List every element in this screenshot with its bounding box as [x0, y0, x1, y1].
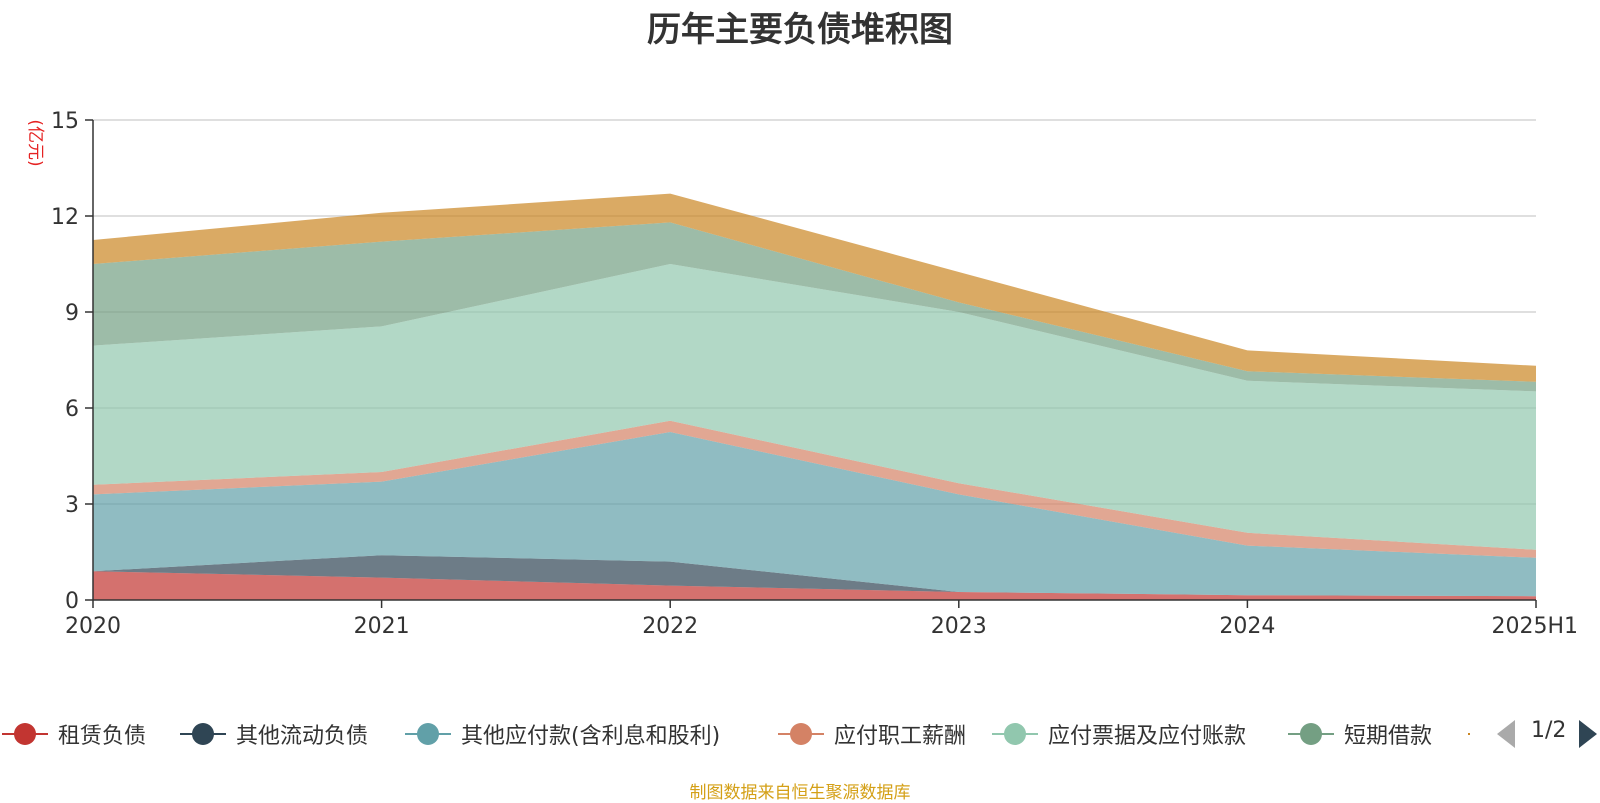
legend-item[interactable]: 短期借款 — [1286, 716, 1432, 752]
x-tick-label: 2023 — [931, 614, 987, 639]
source-note: 制图数据来自恒生聚源数据库 — [689, 783, 911, 803]
legend-label: 应付票据及应付账款 — [1048, 724, 1247, 749]
legend-label: 租赁负债 — [58, 724, 147, 749]
chart-title: 历年主要负债堆积图 — [647, 10, 953, 50]
legend-item[interactable]: 其他流动负债 — [178, 716, 368, 752]
legend-pager: 1/2 — [1497, 716, 1600, 752]
legend-item[interactable]: 应付职工薪酬 — [776, 716, 966, 752]
legend-label: 应付职工薪酬 — [834, 724, 967, 749]
legend-marker-icon — [178, 716, 228, 752]
area-series — [93, 193, 1536, 600]
legend-marker-icon — [0, 716, 50, 752]
axes: 0 3 6 9 12 15 2020 2021 2022 2023 2024 2025H1 — [51, 109, 1578, 639]
area-series-应付票据及应付账款 — [93, 264, 1536, 550]
area-series-其他流动负债 — [93, 555, 1536, 597]
y-tick-label: 9 — [65, 301, 79, 326]
area-series-应付职工薪酬 — [93, 420, 1536, 558]
legend-label: 其他应付款(含利息和股利) — [461, 724, 721, 749]
legend-item[interactable] — [1466, 716, 1470, 752]
x-tick-label: 2024 — [1219, 614, 1275, 639]
legend-marker-icon — [403, 716, 453, 752]
legend-item[interactable]: 租赁负债 — [0, 716, 146, 752]
legend-marker-icon — [776, 716, 826, 752]
legend-item[interactable]: 其他应付款(含利息和股利) — [403, 716, 720, 752]
x-tick-label: 2025H1 — [1491, 614, 1578, 639]
legend-marker-icon — [990, 716, 1040, 752]
legend-label: 短期借款 — [1344, 724, 1433, 749]
x-tick-label: 2020 — [65, 614, 121, 639]
pager-page-indicator: 1/2 — [1531, 718, 1567, 743]
y-tick-label: 15 — [51, 109, 79, 134]
legend-marker-icon — [1286, 716, 1336, 752]
y-tick-label: 0 — [65, 589, 79, 614]
area-series-短期借款 — [93, 222, 1536, 392]
y-axis-unit-label: (亿元) — [25, 119, 45, 166]
x-tick-label: 2021 — [354, 614, 410, 639]
legend-label: 其他流动负债 — [236, 724, 369, 749]
pager-prev-icon[interactable] — [1497, 720, 1515, 748]
x-tick-label: 2022 — [642, 614, 698, 639]
area-series-unnamed — [93, 193, 1536, 382]
y-tick-label: 3 — [65, 493, 79, 518]
area-series-租赁负债 — [93, 571, 1536, 600]
legend-marker-icon — [1466, 716, 1470, 752]
y-tick-label: 6 — [65, 397, 79, 422]
area-series-其他应付款(含利息和股利) — [93, 432, 1536, 597]
pager-next-icon[interactable] — [1579, 720, 1597, 748]
legend: 租赁负债 其他流动负债 其他应付款(含利息和股利) 应付职工薪酬 应付票据及应付账款 短期… — [0, 716, 1470, 752]
legend-item[interactable]: 应付票据及应付账款 — [990, 716, 1246, 752]
y-tick-label: 12 — [51, 205, 79, 230]
